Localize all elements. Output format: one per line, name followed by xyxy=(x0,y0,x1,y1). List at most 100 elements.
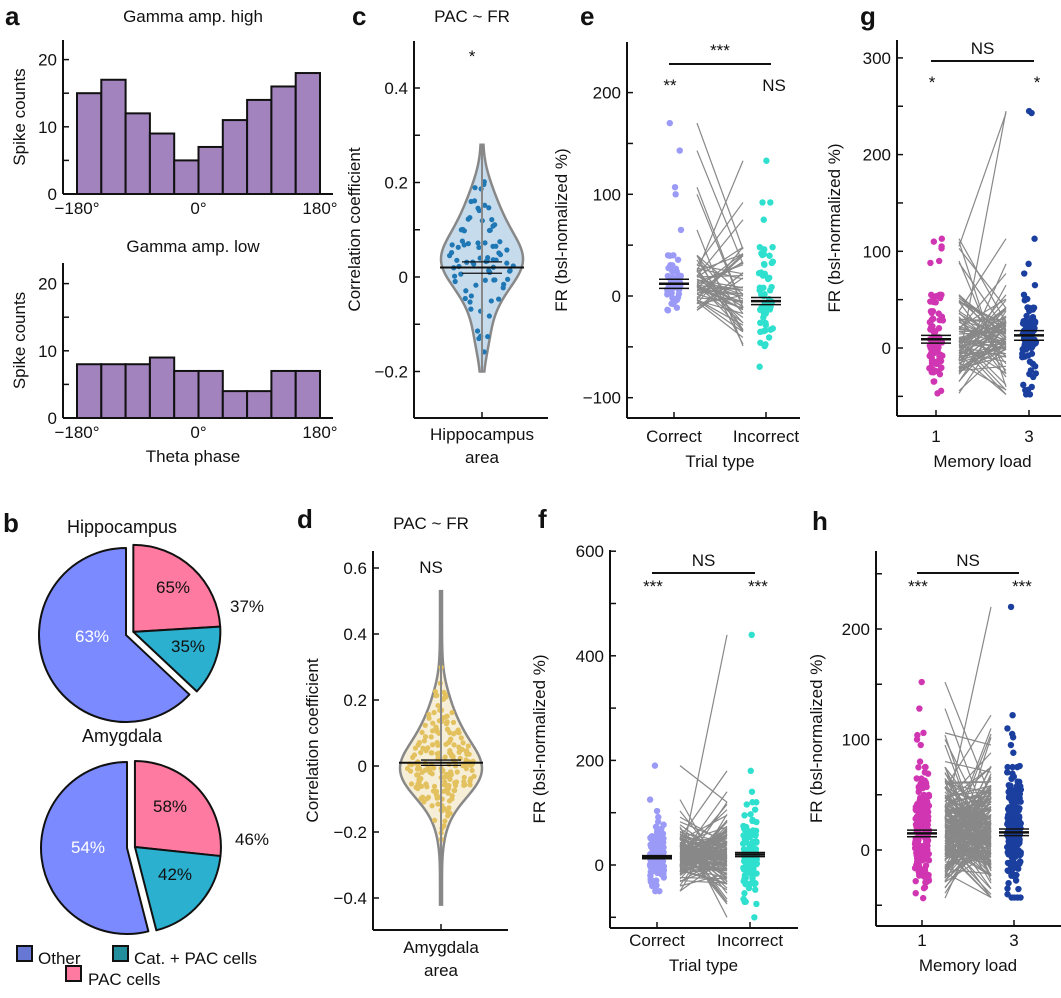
data-point xyxy=(753,900,760,908)
data-point xyxy=(475,205,481,211)
data-point xyxy=(921,769,929,776)
data-point xyxy=(434,726,440,733)
data-point xyxy=(747,846,754,853)
y-axis: 0 10 20 xyxy=(38,40,333,204)
data-point xyxy=(1009,763,1016,771)
pie-slice-pac-cells xyxy=(133,759,222,858)
data-point xyxy=(1020,291,1028,299)
data-point xyxy=(750,840,757,847)
data-point xyxy=(424,784,430,790)
y-tick-label: 300 xyxy=(863,49,891,68)
data-point xyxy=(927,259,934,267)
data-point xyxy=(487,269,493,275)
data-point xyxy=(456,730,462,736)
data-point xyxy=(915,764,922,771)
data-point xyxy=(442,714,448,720)
significance-label: *** xyxy=(748,577,768,596)
paired-line xyxy=(944,785,992,854)
data-point xyxy=(1017,894,1024,901)
data-point xyxy=(468,306,474,312)
data-point xyxy=(426,715,432,721)
data-point xyxy=(469,767,475,774)
data-point xyxy=(431,709,437,716)
data-point xyxy=(935,257,943,265)
x-tick-label: 1 xyxy=(917,931,926,950)
data-point xyxy=(1012,842,1019,849)
data-point xyxy=(485,333,491,340)
y-tick-label: 10 xyxy=(38,118,57,137)
histogram-bar xyxy=(294,72,322,195)
data-point xyxy=(474,328,481,334)
chart-title: PAC ~ FR xyxy=(434,7,510,26)
data-point xyxy=(425,745,431,751)
data-point xyxy=(749,799,756,806)
data-point xyxy=(434,795,440,801)
data-point xyxy=(762,321,770,329)
data-point xyxy=(1015,807,1022,814)
data-point xyxy=(674,256,682,263)
paired-line xyxy=(944,681,992,799)
data-point xyxy=(938,235,946,242)
paired-line xyxy=(679,851,728,855)
data-point xyxy=(454,257,460,263)
paired-line xyxy=(944,744,992,869)
data-point xyxy=(463,288,469,294)
data-point xyxy=(767,326,774,333)
data-point xyxy=(739,840,747,847)
data-point xyxy=(926,365,933,372)
histogram-bar xyxy=(246,390,273,419)
data-point xyxy=(493,243,499,249)
paired-line xyxy=(958,313,1007,343)
comparison-label: NS xyxy=(692,551,716,570)
data-point xyxy=(651,762,659,769)
significance-label: ** xyxy=(663,76,677,95)
significance-label: *** xyxy=(1012,577,1032,596)
data-point xyxy=(768,259,775,267)
data-point xyxy=(454,769,460,775)
pie-slice-cat-pac-cells xyxy=(132,625,222,693)
y-tick-label: 0 xyxy=(612,287,621,306)
data-point xyxy=(764,275,772,283)
data-point xyxy=(1004,725,1011,732)
paired-line xyxy=(944,836,992,856)
data-point xyxy=(742,898,749,905)
data-point xyxy=(1004,867,1011,874)
data-point xyxy=(928,291,935,299)
data-point xyxy=(653,807,661,815)
y-tick-label: 200 xyxy=(593,84,621,103)
x-axis-label: Hippocampus xyxy=(430,425,534,444)
data-point xyxy=(1005,879,1012,887)
y-axis: 0 100 200 300 xyxy=(863,40,1061,417)
data-point xyxy=(446,785,452,792)
data-point xyxy=(666,119,673,127)
y-axis-label: FR (bsl-normalized %) xyxy=(807,654,826,823)
data-point xyxy=(472,185,478,191)
x-tick-label: Correct xyxy=(646,427,702,446)
paired-line xyxy=(958,331,1007,335)
x-tick-label: Correct xyxy=(629,931,685,950)
histogram-bar xyxy=(246,98,273,195)
data-point xyxy=(651,834,658,841)
data-point xyxy=(1009,813,1016,820)
data-point xyxy=(653,858,660,865)
paired-lines xyxy=(944,606,992,899)
data-point xyxy=(1016,762,1023,770)
data-point xyxy=(451,742,457,748)
data-point xyxy=(1031,235,1038,242)
significance-label: * xyxy=(929,73,936,92)
data-point xyxy=(768,283,775,291)
data-point xyxy=(937,351,944,359)
data-point xyxy=(745,833,752,840)
y-tick-label: 100 xyxy=(593,185,621,204)
slice-label: 42% xyxy=(158,865,192,884)
data-point xyxy=(671,298,678,306)
y-tick-label: 0 xyxy=(399,268,408,287)
paired-line xyxy=(679,841,728,876)
data-point xyxy=(452,278,458,285)
data-point xyxy=(482,277,488,283)
y-axis-label: FR (bsl-nomalized %) xyxy=(552,148,571,311)
paired-line xyxy=(679,634,728,867)
y-tick-label: 100 xyxy=(863,242,891,261)
panel-letter: h xyxy=(812,506,828,536)
data-point xyxy=(762,341,769,348)
